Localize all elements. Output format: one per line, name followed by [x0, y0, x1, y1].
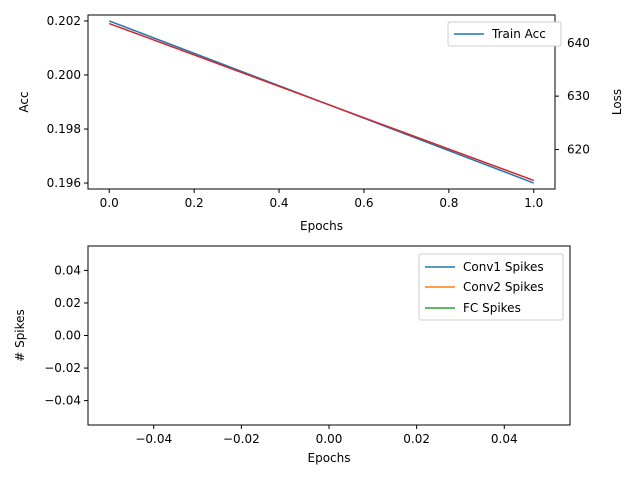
- plot-frame: [87, 14, 556, 190]
- y-axis-label: # Spikes: [13, 309, 27, 362]
- x-tick-label: 0.4: [269, 196, 288, 210]
- legend-conv2-spikes: Conv2 Spikes: [463, 280, 544, 294]
- y-tick-label: 0.02: [54, 296, 81, 310]
- x-tick-label: 0.8: [439, 196, 458, 210]
- y-tick-label: 0.200: [47, 68, 81, 82]
- series-line-1: [108, 22, 535, 182]
- x-tick-label: 0.04: [491, 432, 518, 446]
- plot-frame: [87, 245, 571, 426]
- x-ticks: 0.0 0.2 0.4 0.6 0.8 1.0: [100, 189, 543, 210]
- x-tick-label: 0.0: [100, 196, 119, 210]
- legend-fc-spikes: FC Spikes: [463, 301, 521, 315]
- y-tick-label: 0.202: [47, 14, 81, 28]
- y2-axis-label: Loss: [610, 89, 624, 115]
- x-tick-label: 1.0: [524, 196, 543, 210]
- legend: Train Acc: [447, 21, 562, 47]
- x-axis-label: Epochs: [308, 451, 351, 465]
- y-tick-label: 0.00: [54, 329, 81, 343]
- y2-tick-label: 640: [567, 36, 590, 50]
- x-tick-label: 0.2: [185, 196, 204, 210]
- y-axis-label: Acc: [17, 91, 31, 112]
- x-tick-label: 0.00: [316, 432, 343, 446]
- y-tick-label: 0.198: [47, 122, 81, 136]
- y-tick-label: −0.02: [44, 361, 81, 375]
- legend: Conv1 Spikes Conv2 Spikes FC Spikes: [418, 253, 564, 321]
- legend-box: [418, 253, 564, 321]
- x-tick-label: −0.02: [223, 432, 260, 446]
- y-ticks: 0.196 0.198 0.200 0.202: [47, 14, 88, 190]
- series-lines: [108, 20, 535, 184]
- y-ticks: −0.04 −0.02 0.00 0.02 0.04: [44, 263, 88, 408]
- y2-tick-label: 620: [567, 143, 590, 157]
- y2-tick-label: 630: [567, 89, 590, 103]
- x-ticks: −0.04 −0.02 0.00 0.02 0.04: [135, 425, 518, 446]
- legend-conv1-spikes: Conv1 Spikes: [463, 260, 544, 274]
- y-tick-label: 0.196: [47, 176, 81, 190]
- x-tick-label: −0.04: [135, 432, 172, 446]
- x-tick-label: 0.6: [354, 196, 373, 210]
- y-tick-label: −0.04: [44, 394, 81, 408]
- x-axis-label: Epochs: [300, 219, 343, 233]
- spikes-chart: −0.04 −0.02 0.00 0.02 0.04 −0.04 −0.02 0.00 0.0…: [13, 245, 571, 465]
- accuracy-loss-chart: 0.0 0.2 0.4 0.6 0.8 1.0 0.1960.1980.2000.202 …: [17, 14, 624, 233]
- x-tick-label: 0.02: [403, 432, 430, 446]
- legend-box: [447, 21, 562, 47]
- legend-train-acc: Train Acc: [491, 27, 546, 41]
- y-tick-label: 0.04: [54, 263, 81, 277]
- y2-ticks: 620 630 640: [555, 36, 590, 157]
